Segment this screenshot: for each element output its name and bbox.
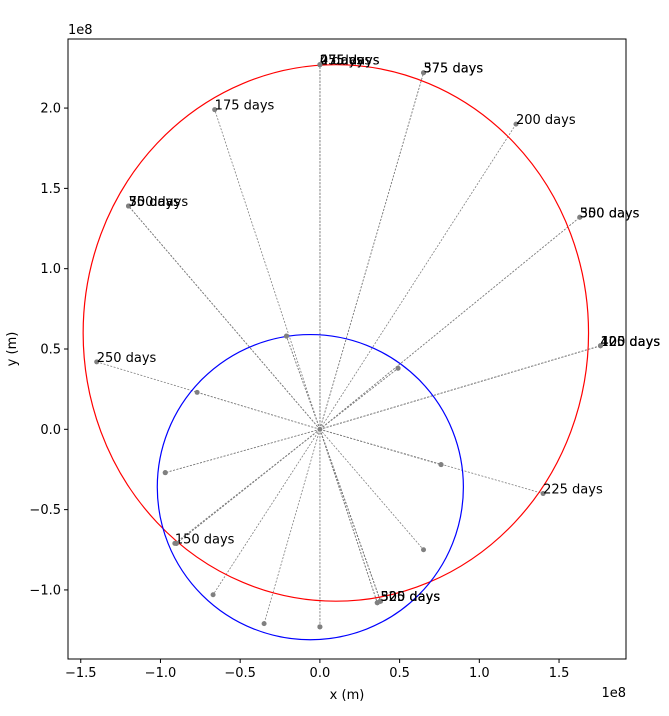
y-tick-label: −0.5 (29, 503, 61, 518)
x-axis-ticks: −1.5 −1.0 −0.5 0.0 0.5 1.0 1.5 (65, 659, 569, 681)
day-label: 550 days (580, 206, 640, 221)
inner-position-point (261, 621, 267, 627)
y-tick-label: 1.5 (40, 182, 61, 197)
inner-position-point (194, 389, 200, 395)
day-label: 575 days (424, 62, 484, 77)
day-label: 225 days (543, 483, 603, 498)
x-tick-label: −1.5 (65, 666, 97, 681)
inner-position-point (162, 470, 168, 476)
day-label: 275 days (320, 54, 380, 69)
outer-position-point (577, 214, 583, 220)
day-label: 175 days (215, 99, 275, 114)
x-tick-label: 1.5 (549, 666, 570, 681)
outer-position-point (513, 121, 519, 127)
day-label: 325 days (380, 590, 440, 605)
plot-frame (67, 38, 627, 660)
day-label: 525 days (380, 590, 440, 605)
outer-position-point (212, 107, 218, 113)
day-label: 25 days (320, 54, 372, 69)
y-tick-label: 0.5 (40, 343, 61, 358)
day-label: 200 days (516, 113, 576, 128)
inner-position-point (283, 333, 289, 339)
day-label: 375 days (424, 62, 484, 77)
radial-line-inner (263, 429, 321, 624)
radial-line-outer (319, 428, 544, 494)
x-tick-label: −1.0 (145, 666, 177, 681)
day-label: 250 days (97, 351, 157, 366)
day-label: 350 days (129, 195, 189, 210)
radial-line-inner (319, 429, 378, 603)
radial-line-inner (319, 429, 424, 551)
x-tick-label: 0.5 (389, 666, 410, 681)
x-tick-label: −0.5 (224, 666, 256, 681)
y-tick-label: 2.0 (40, 102, 61, 117)
day-label: 75 days (129, 195, 181, 210)
x-offset-text: 1e8 (601, 686, 626, 701)
x-tick-label: 0.0 (310, 666, 331, 681)
radial-line-outer (319, 72, 424, 430)
radial-line-outer (96, 361, 321, 430)
y-tick-label: 1.0 (40, 262, 61, 277)
day-label: 400 days (600, 335, 660, 350)
day-label: 125 days (600, 335, 660, 350)
y-tick-label: 0.0 (40, 423, 61, 438)
outer-position-point (540, 491, 546, 497)
inner-position-point (317, 624, 323, 630)
radial-line-outer (174, 428, 321, 544)
radial-line-outer (319, 345, 601, 430)
radial-line-inner (286, 336, 321, 430)
outer-position-point (421, 70, 427, 76)
day-label: 150 days (175, 532, 235, 547)
radial-line-inner (212, 429, 321, 595)
day-label: 50 days (129, 195, 181, 210)
radial-line-outer (128, 205, 321, 430)
radial-line-outer (319, 123, 517, 430)
y-axis-ticks: −1.0 −0.5 0.0 0.5 1.0 1.5 2.0 (29, 102, 68, 598)
radial-line-inner (165, 428, 321, 474)
inner-orbit-path (156, 333, 464, 641)
radial-line-outer (214, 109, 321, 430)
day-label: 0 days (320, 54, 363, 69)
x-tick-label: 1.0 (469, 666, 490, 681)
inner-position-point (421, 547, 427, 553)
outer-position-point (94, 359, 100, 365)
x-axis-label: x (m) (330, 688, 365, 703)
inner-position-point (438, 462, 444, 468)
y-tick-label: −1.0 (29, 583, 61, 598)
radial-line-outer (319, 216, 581, 430)
y-offset-text: 1e8 (68, 23, 93, 38)
day-label: 475 days (320, 54, 380, 69)
inner-position-point (173, 540, 179, 546)
y-axis-label: y (m) (5, 332, 20, 367)
inner-position-point (374, 600, 380, 606)
inner-position-point (395, 365, 401, 371)
origin-point (317, 426, 323, 432)
day-label: 100 days (600, 335, 660, 350)
day-label: 300 days (580, 206, 640, 221)
inner-position-point (210, 592, 216, 598)
radial-line-inner (319, 429, 381, 602)
outer-position-point (317, 62, 323, 68)
outer-position-point (126, 203, 132, 209)
outer-orbit-path (82, 64, 590, 602)
day-label: 500 days (380, 590, 440, 605)
radial-line-inner (319, 367, 399, 430)
outer-position-point (597, 343, 603, 349)
day-label: 425 days (600, 335, 660, 350)
radial-line-inner (176, 428, 321, 544)
